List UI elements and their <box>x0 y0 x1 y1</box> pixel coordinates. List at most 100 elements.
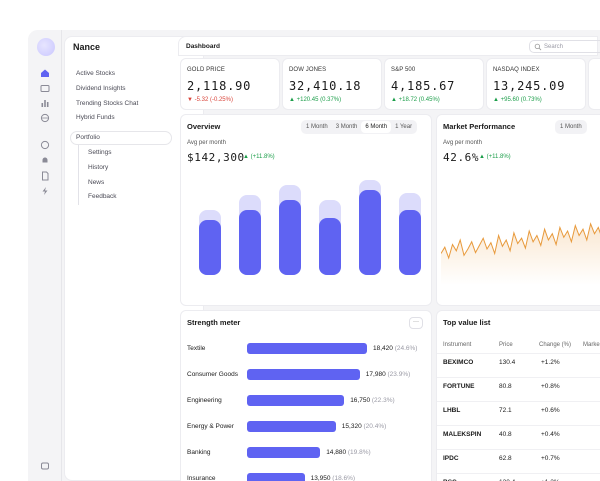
wallet-icon[interactable] <box>40 83 50 93</box>
area-fill <box>441 223 600 285</box>
market-title: Market Performance <box>443 122 516 131</box>
strength-percent: (23.9%) <box>387 371 411 378</box>
overview-title: Overview <box>187 122 221 131</box>
overview-range-tabs: 1 Month 3 Month 6 Month 1 Year <box>301 120 418 134</box>
strength-amount: 14,880 <box>326 449 347 456</box>
bar[interactable] <box>399 210 421 275</box>
instrument-name: FORTUNE <box>443 383 475 390</box>
strength-value: 13,950 (18.6%) <box>311 475 355 481</box>
strength-percent: (22.3%) <box>371 397 395 404</box>
lightning-icon[interactable] <box>40 186 50 196</box>
instrument-price: 72.1 <box>499 407 512 414</box>
strength-percent: (18.6%) <box>332 475 356 481</box>
strength-bar[interactable] <box>247 473 305 481</box>
market-performance-card: Market Performance 1 Month Avg per month… <box>436 114 600 328</box>
bell-icon[interactable] <box>40 155 50 165</box>
row-divider <box>437 353 600 354</box>
more-options-button[interactable]: ··· <box>409 317 423 329</box>
strength-amount: 18,420 <box>373 345 393 352</box>
sidebar-subitem-settings[interactable]: Settings <box>88 149 112 156</box>
column-header-market[interactable]: Marke <box>583 342 600 348</box>
instrument-change: +0.8% <box>541 383 560 390</box>
ticker-change: ▲ +95.60 (0.73%) <box>493 97 542 103</box>
ticker-card[interactable]: DOW JONES 32,410.18 ▲ +120.45 (0.37%) <box>282 58 382 110</box>
overview-avg-label: Avg per month <box>187 140 226 146</box>
bar[interactable] <box>279 200 301 275</box>
app-title: Nance <box>73 42 101 52</box>
sidebar-item-trending-stocks-chat[interactable]: Trending Stocks Chat <box>76 100 139 107</box>
instrument-name: BSC <box>443 479 457 481</box>
row-divider <box>437 377 600 378</box>
instrument-change: +1.2% <box>541 479 560 481</box>
bar[interactable] <box>319 218 341 275</box>
strength-amount: 13,950 <box>310 475 331 481</box>
sidebar-subitem-feedback[interactable]: Feedback <box>88 193 117 200</box>
strength-bar[interactable] <box>247 343 367 354</box>
column-header-change[interactable]: Change (%) <box>539 342 572 348</box>
series-line[interactable] <box>441 220 600 260</box>
sidebar-item-hybrid-funds[interactable]: Hybrid Funds <box>76 114 115 121</box>
strength-percent: (19.8%) <box>347 449 371 456</box>
column-header-price[interactable]: Price <box>499 342 513 348</box>
sidebar-subitem-news[interactable]: News <box>88 179 105 186</box>
instrument-name: MALEKSPIN <box>443 431 482 438</box>
search-icon <box>534 43 542 51</box>
strength-bar[interactable] <box>247 447 321 458</box>
sector-label: Insurance <box>187 475 216 481</box>
sidebar-item-portfolio[interactable]: Portfolio <box>76 134 100 141</box>
market-avg-value: 42.6% <box>443 151 480 164</box>
market-avg-label: Avg per month <box>443 140 482 146</box>
search-placeholder: Search <box>544 44 564 50</box>
tab-1-month[interactable]: 1 Month <box>306 124 328 130</box>
logo <box>37 38 55 56</box>
instrument-change: +1.2% <box>541 359 560 366</box>
strength-percent: (20.4%) <box>363 423 387 430</box>
chart-icon[interactable] <box>40 98 50 108</box>
instrument-change: +0.6% <box>541 407 560 414</box>
strength-title: Strength meter <box>187 318 241 327</box>
overview-bar-chart <box>199 180 421 275</box>
sector-label: Consumer Goods <box>187 371 238 378</box>
home-icon[interactable] <box>40 68 50 78</box>
document-icon[interactable] <box>40 171 50 181</box>
chat-icon[interactable] <box>40 140 50 150</box>
ticker-value: 2,118.90 <box>187 79 252 93</box>
ticker-card[interactable]: NASDAQ INDEX 13,245.09 ▲ +95.60 (0.73%) <box>486 58 586 110</box>
tab-3-month[interactable]: 3 Month <box>335 124 358 130</box>
instrument-name: BEXIMCO <box>443 359 474 366</box>
bar[interactable] <box>239 210 261 275</box>
sidebar-subitem-history[interactable]: History <box>88 164 109 171</box>
submenu-guide-line <box>78 145 79 205</box>
ticker-name: GOLD PRICE <box>187 67 226 73</box>
ticker-card[interactable]: S&P 500 4,185.67 ▲ +18.72 (0.45%) <box>384 58 484 110</box>
strength-amount: 16,750 <box>350 397 371 404</box>
ticker-card[interactable]: GOLD PRICE 2,118.90 ▼ -5.32 (-0.25%) <box>180 58 280 110</box>
strength-bar[interactable] <box>247 421 336 432</box>
strength-value: 16,750 (22.3%) <box>350 397 394 404</box>
sidebar-item-dividend-insights[interactable]: Dividend Insights <box>76 85 126 92</box>
instrument-price: 80.8 <box>499 383 512 390</box>
ticker-change: ▲ +120.45 (0.37%) <box>289 97 342 103</box>
sector-label: Energy & Power <box>187 423 234 430</box>
search-input[interactable]: Search <box>529 40 600 53</box>
strength-amount: 15,320 <box>341 423 362 430</box>
row-divider <box>437 473 600 474</box>
strength-bar[interactable] <box>247 369 360 380</box>
strength-bar[interactable] <box>247 395 345 406</box>
tab-1-year[interactable]: 1 Year <box>395 124 413 130</box>
overview-avg-change: ▲ (+11.8%) <box>243 154 275 160</box>
bar[interactable] <box>199 220 221 275</box>
bar[interactable] <box>359 190 381 275</box>
sidebar-item-active-stocks[interactable]: Active Stocks <box>76 70 116 77</box>
ticker-value: 4,185.67 <box>391 79 456 93</box>
ticker-card[interactable] <box>588 58 600 110</box>
globe-icon[interactable] <box>40 113 50 123</box>
settings-icon[interactable] <box>40 461 50 471</box>
market-line-chart <box>441 220 600 285</box>
tab-6-month[interactable]: 6 Month <box>361 121 392 133</box>
top-bar: Dashboard Search <box>178 36 600 56</box>
instrument-price: 40.8 <box>499 431 512 438</box>
column-header-instrument[interactable]: Instrument <box>443 342 472 348</box>
tab-1-month[interactable]: 1 Month <box>560 124 582 130</box>
ticker-change: ▲ +18.72 (0.45%) <box>391 97 440 103</box>
